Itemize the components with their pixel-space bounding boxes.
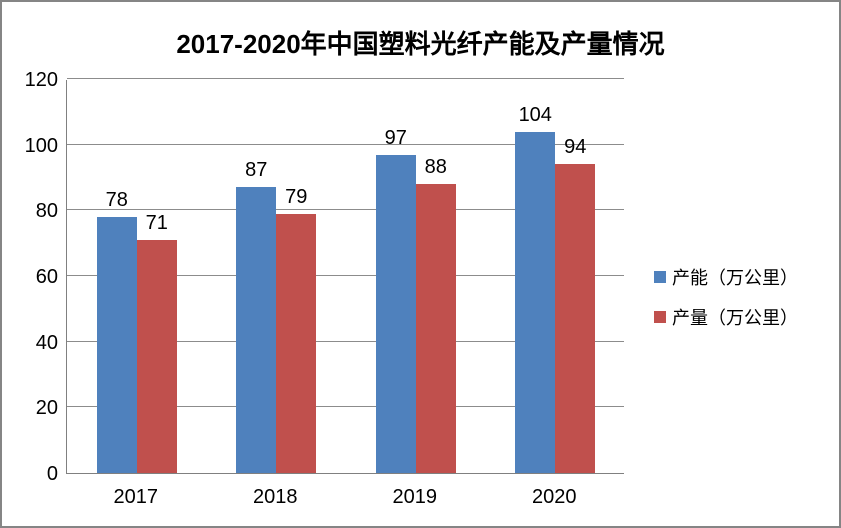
gridline-120 bbox=[67, 78, 624, 79]
legend-swatch-icon bbox=[654, 271, 666, 283]
legend-label: 产能（万公里） bbox=[672, 268, 798, 288]
gridline-60 bbox=[67, 275, 624, 276]
y-axis-tick-label: 100 bbox=[24, 134, 58, 157]
bar-2018-capacity bbox=[236, 187, 277, 473]
value-label: 79 bbox=[285, 186, 308, 208]
y-axis-tick-label: 0 bbox=[46, 463, 58, 485]
bar-2020-capacity bbox=[515, 132, 556, 473]
value-label: 88 bbox=[424, 156, 447, 178]
bar-2018-output bbox=[276, 214, 317, 473]
bar-2020-output bbox=[555, 164, 596, 473]
y-axis-tick-label: 80 bbox=[35, 200, 58, 223]
value-label: 104 bbox=[518, 104, 552, 126]
y-axis-tick-label: 60 bbox=[35, 266, 58, 288]
bar-2017-capacity bbox=[96, 217, 137, 473]
bar-2019-capacity bbox=[375, 155, 416, 473]
x-axis-tick-label: 2017 bbox=[113, 486, 159, 508]
y-axis-tick-label: 120 bbox=[24, 69, 58, 91]
value-label: 97 bbox=[384, 127, 407, 149]
x-axis-tick-label: 2020 bbox=[532, 486, 577, 508]
gridline-20 bbox=[67, 406, 624, 408]
plot-area: 78 71 87 79 97 88 104 94 bbox=[66, 78, 624, 474]
bar-2017-output bbox=[136, 240, 177, 473]
y-axis-tick-label: 40 bbox=[35, 331, 58, 354]
bar-2019-output bbox=[415, 184, 456, 473]
value-label: 71 bbox=[145, 212, 168, 234]
legend-label: 产量（万公里） bbox=[672, 308, 798, 328]
value-label: 94 bbox=[564, 136, 587, 158]
x-axis-tick-label: 2019 bbox=[392, 486, 438, 508]
gridline-40 bbox=[67, 340, 624, 342]
gridline-100 bbox=[67, 143, 624, 145]
value-label: 78 bbox=[105, 189, 128, 211]
chart-title: 2017-2020年中国塑料光纤产能及产量情况 bbox=[176, 29, 665, 59]
gridline-80 bbox=[67, 209, 624, 211]
x-axis-tick-label: 2018 bbox=[253, 486, 298, 508]
y-axis-tick-label: 20 bbox=[35, 397, 58, 420]
value-label: 87 bbox=[245, 159, 268, 181]
legend-item-output: 产量（万公里） bbox=[654, 304, 798, 330]
legend-item-capacity: 产能（万公里） bbox=[654, 264, 798, 290]
legend-swatch-icon bbox=[654, 311, 666, 323]
legend: 产能（万公里） 产量（万公里） bbox=[654, 264, 798, 330]
